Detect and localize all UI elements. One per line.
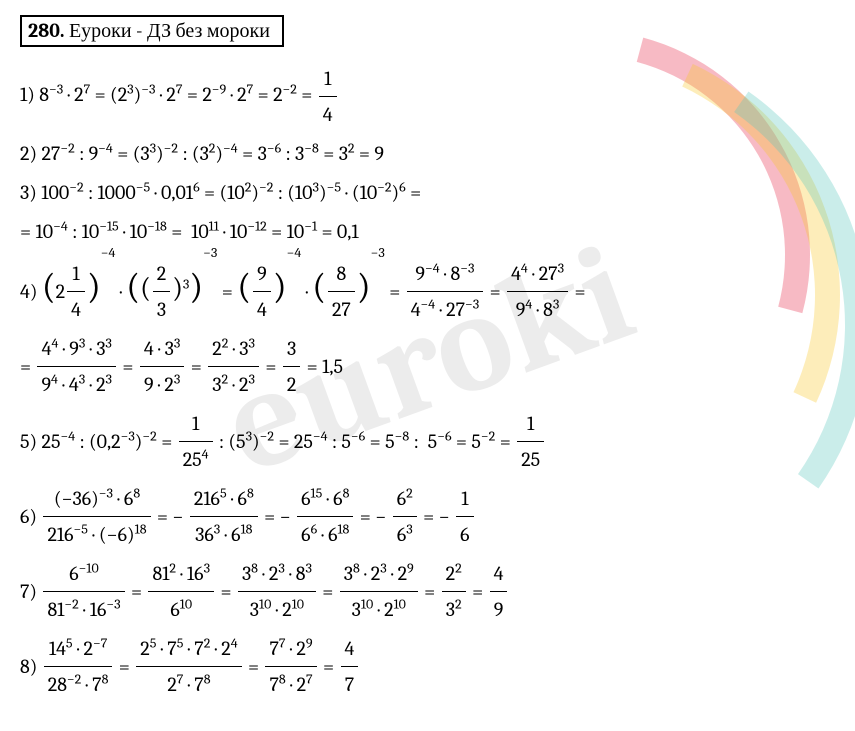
problem-line: 3) 100−2 : 1000−5 · 0,016 = (102)−2 : (1… [20,175,835,210]
problem-line-cont: = 44 · 93 · 3394 · 43 · 23 = 4 · 339 · 2… [20,331,835,402]
problem-line: 7) 6−1081−2 · 16−3 = 812 · 163610 = 38 ·… [20,556,835,627]
problem-line: 1) 8−3 · 27 = (23)−3 · 27 = 2−9 · 27 = 2… [20,61,835,132]
header-box: 280. Еуроки - ДЗ без мороки [20,15,284,47]
problem-line: 4) (214)−4 · ((23)3)−3 = (94)−4 · (827)−… [20,253,835,327]
problem-line-cont: = 10−4 : 10−15 · 10−18 = 1011 · 10−12 = … [20,214,835,249]
problem-number: 280. [28,19,65,42]
math-content: 1) 8−3 · 27 = (23)−3 · 27 = 2−9 · 27 = 2… [20,61,835,702]
problem-line: 6) (−36)−3 · 68216−5 · (−6)18 = − 2165 ·… [20,481,835,552]
problem-line: 2) 27−2 : 9−4 = (33)−2 : (32)−4 = 3−6 : … [20,136,835,171]
header-title: Еуроки - ДЗ без мороки [69,19,270,42]
problem-line: 5) 25−4 : (0,2−3)−2 = 1254 : (53)−2 = 25… [20,406,835,477]
problem-line: 8) 145 · 2−728−2 · 78 = 25 · 75 · 72 · 2… [20,631,835,702]
